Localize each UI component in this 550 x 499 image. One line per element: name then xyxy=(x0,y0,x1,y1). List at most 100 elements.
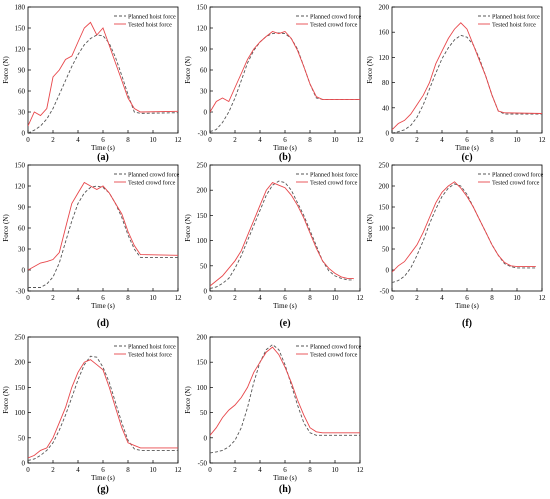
y-tick-label: 150 xyxy=(15,384,26,392)
planned-series-line xyxy=(210,180,354,289)
tested-series-line xyxy=(28,359,178,459)
x-tick-label: 2 xyxy=(415,136,419,144)
x-tick-label: 10 xyxy=(332,136,340,144)
y-axis-label: Force (N) xyxy=(366,214,374,242)
y-tick-label: -30 xyxy=(198,130,208,138)
y-axis-label: Force (N) xyxy=(184,386,192,414)
x-tick-label: 0 xyxy=(26,136,30,144)
x-tick-label: 12 xyxy=(175,294,183,302)
y-tick-label: 0 xyxy=(204,288,208,296)
tested-series-line xyxy=(392,181,536,273)
legend-label: Tested hoist force xyxy=(128,21,172,28)
chart-panel: 0 2 4 6 8 10 12 0 50 100 150 200 250 Time (s) Force (N… xyxy=(2,334,182,496)
x-tick-label: 6 xyxy=(283,294,287,302)
x-tick-label: 10 xyxy=(514,294,522,302)
legend-label: Tested hoist force xyxy=(492,21,536,28)
x-axis-label: Time (s) xyxy=(91,144,115,152)
panel-caption: (d) xyxy=(97,318,109,329)
legend-label: Planned crowd force xyxy=(128,171,179,178)
panel-caption: (e) xyxy=(279,318,290,329)
x-tick-label: 4 xyxy=(76,294,80,302)
y-tick-label: 150 xyxy=(197,359,208,367)
y-tick-label: 120 xyxy=(15,183,26,191)
planned-series-line xyxy=(392,183,536,284)
tested-series-line xyxy=(28,21,178,127)
y-tick-label: 30 xyxy=(18,109,26,117)
y-tick-label: 150 xyxy=(197,4,208,12)
planned-series-line xyxy=(28,34,178,133)
tested-series-line xyxy=(210,30,360,113)
panel-caption: (b) xyxy=(279,152,291,163)
y-axis-label: Force (N) xyxy=(366,56,374,84)
x-tick-label: 12 xyxy=(175,136,183,144)
y-tick-label: 250 xyxy=(379,162,390,170)
x-axis-label: Time (s) xyxy=(91,302,115,310)
y-tick-label: 50 xyxy=(200,262,208,270)
x-tick-label: 12 xyxy=(357,136,365,144)
legend-label: Planned hoist force xyxy=(310,171,358,178)
legend-label: Tested crowd force xyxy=(492,179,540,186)
x-axis-label: Time (s) xyxy=(455,302,479,310)
x-tick-label: 4 xyxy=(258,294,262,302)
x-tick-label: 10 xyxy=(150,136,158,144)
planned-series-line xyxy=(210,344,360,454)
y-tick-label: 120 xyxy=(197,25,208,33)
legend-label: Tested crowd force xyxy=(310,21,358,28)
x-axis-label: Time (s) xyxy=(273,144,297,152)
y-tick-label: -30 xyxy=(16,288,26,296)
y-tick-label: 150 xyxy=(197,212,208,220)
x-tick-label: 10 xyxy=(332,294,340,302)
x-tick-label: 10 xyxy=(332,466,340,474)
x-tick-label: 4 xyxy=(440,294,444,302)
y-tick-label: 160 xyxy=(379,29,390,37)
panel-caption: (g) xyxy=(97,484,109,495)
x-tick-label: 0 xyxy=(208,136,212,144)
x-tick-label: 4 xyxy=(76,136,80,144)
y-tick-label: 50 xyxy=(200,409,208,417)
x-tick-label: 8 xyxy=(308,294,312,302)
y-tick-label: 150 xyxy=(379,204,390,212)
x-tick-label: 2 xyxy=(415,294,419,302)
y-tick-label: 200 xyxy=(379,183,390,191)
chart-panel: 0 2 4 6 8 10 12 0 50 100 150 200 250 Time (s) Force (N… xyxy=(184,162,364,330)
x-tick-label: 4 xyxy=(440,136,444,144)
legend-label: Tested crowd force xyxy=(310,179,358,186)
x-tick-label: 8 xyxy=(308,136,312,144)
x-axis-label: Time (s) xyxy=(273,302,297,310)
y-axis-label: Force (N) xyxy=(2,386,10,414)
x-tick-label: 2 xyxy=(51,294,55,302)
x-tick-label: 0 xyxy=(26,294,30,302)
x-tick-label: 12 xyxy=(357,466,365,474)
legend-label: Planned hoist force xyxy=(128,13,176,20)
y-tick-label: 0 xyxy=(386,267,390,275)
y-tick-label: 60 xyxy=(18,225,26,233)
x-tick-label: 6 xyxy=(101,466,105,474)
tested-series-line xyxy=(210,182,354,287)
x-tick-label: 10 xyxy=(150,294,158,302)
x-tick-label: 6 xyxy=(465,136,469,144)
legend-label: Tested hoist force xyxy=(128,351,172,358)
x-tick-label: 10 xyxy=(150,466,158,474)
y-tick-label: 100 xyxy=(15,409,26,417)
legend-label: Planned crowd force xyxy=(492,171,543,178)
y-tick-label: 60 xyxy=(200,67,208,75)
planned-series-line xyxy=(210,32,360,133)
y-tick-label: 0 xyxy=(386,130,390,138)
x-tick-label: 4 xyxy=(258,136,262,144)
x-tick-label: 0 xyxy=(26,466,30,474)
x-tick-label: 2 xyxy=(233,466,237,474)
x-tick-label: 2 xyxy=(233,294,237,302)
y-tick-label: 0 xyxy=(204,109,208,117)
y-tick-label: 150 xyxy=(15,162,26,170)
legend-label: Planned crowd force xyxy=(310,343,361,350)
panel-caption: (c) xyxy=(461,152,472,163)
legend-label: Planned hoist force xyxy=(128,343,176,350)
y-tick-label: 180 xyxy=(15,4,26,12)
x-axis-label: Time (s) xyxy=(455,144,479,152)
x-tick-label: 8 xyxy=(126,294,130,302)
x-tick-label: 8 xyxy=(490,136,494,144)
